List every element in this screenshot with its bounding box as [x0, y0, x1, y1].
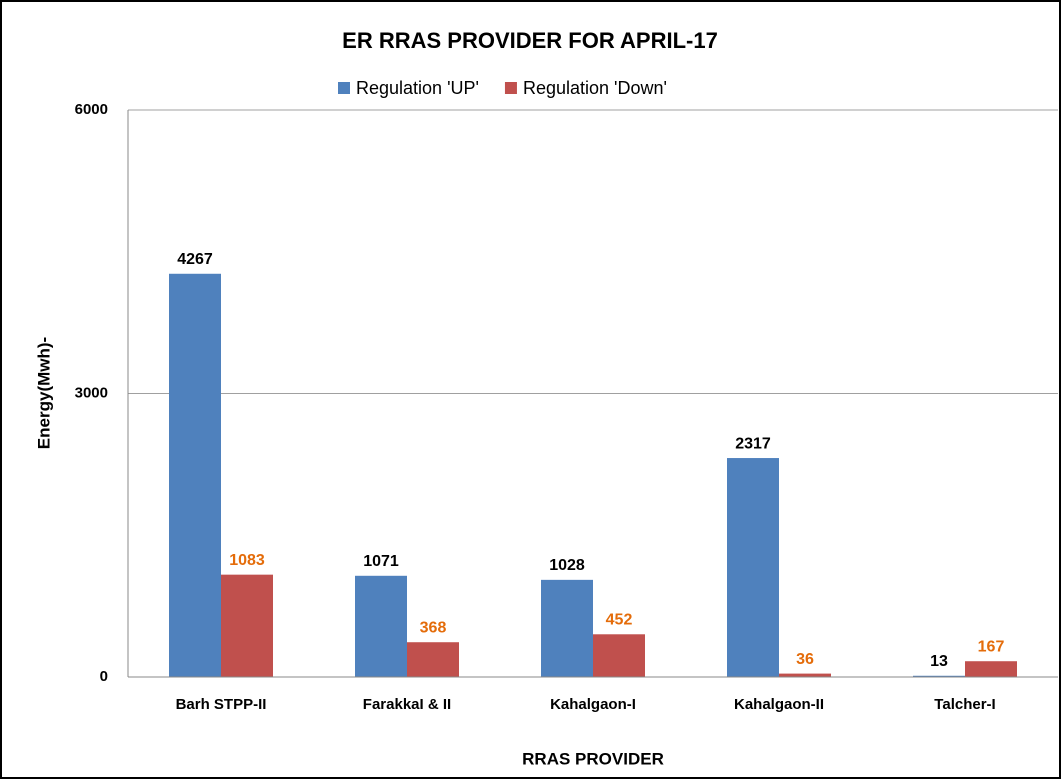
bar	[407, 642, 459, 677]
x-tick-label: Kahalgaon-I	[550, 696, 636, 713]
x-tick-label: Barh STPP-II	[176, 696, 267, 713]
bar	[727, 458, 779, 677]
bar	[913, 675, 965, 677]
bar	[541, 579, 593, 677]
legend-label: Regulation 'UP'	[356, 78, 479, 98]
legend-swatch	[338, 82, 350, 94]
bar	[965, 661, 1017, 677]
bar	[779, 673, 831, 677]
y-axis-label: Energy(Mwh)-	[34, 337, 53, 449]
data-label: 4267	[177, 251, 213, 268]
data-label: 167	[978, 638, 1005, 655]
data-label: 368	[420, 619, 447, 636]
legend-swatch	[504, 82, 517, 94]
y-tick-label: 6000	[75, 101, 108, 118]
bar	[169, 273, 221, 677]
x-tick-label: Kahalgaon-II	[734, 696, 824, 713]
chart-title: ER RRAS PROVIDER FOR APRIL-17	[342, 28, 718, 53]
data-label: 1071	[363, 553, 399, 570]
data-label: 1028	[549, 557, 585, 574]
x-axis-label: RRAS PROVIDER	[522, 749, 664, 768]
x-tick-label: FarakkaI & II	[363, 696, 451, 713]
data-label: 1083	[229, 552, 265, 569]
bar	[355, 575, 407, 677]
bar	[221, 574, 273, 677]
y-tick-label: 0	[100, 668, 108, 685]
data-label: 36	[796, 651, 814, 668]
legend-label: Regulation 'Down'	[523, 78, 667, 98]
x-tick-label: Talcher-I	[934, 696, 995, 713]
data-label: 452	[606, 612, 633, 629]
data-label: 2317	[735, 435, 771, 452]
bar	[593, 634, 645, 677]
data-label: 13	[930, 653, 948, 670]
y-tick-label: 3000	[75, 384, 108, 401]
